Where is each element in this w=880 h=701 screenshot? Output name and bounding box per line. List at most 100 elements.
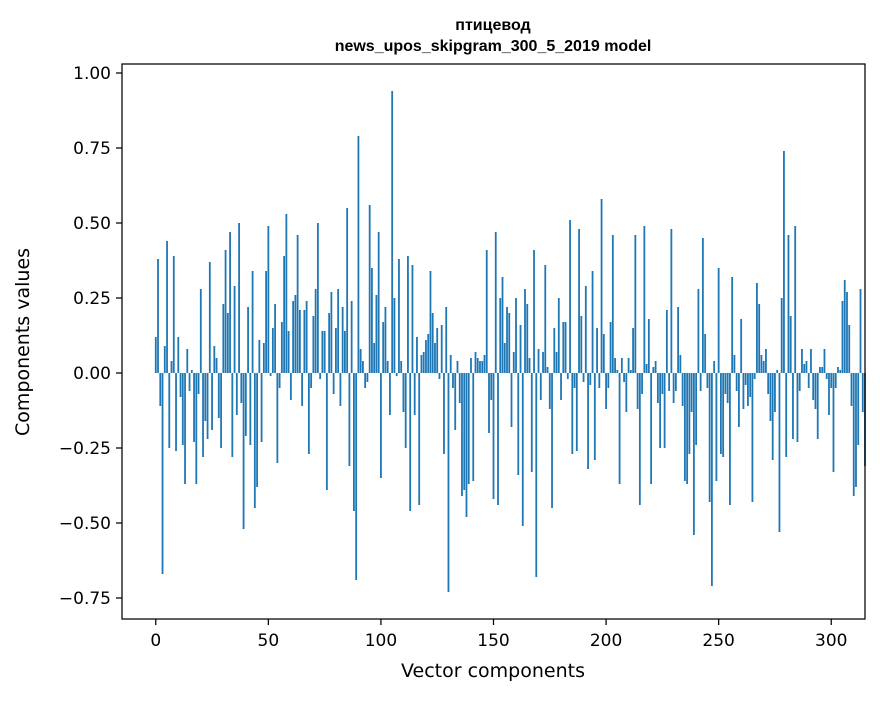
x-tick-label: 300 xyxy=(815,631,847,651)
bar xyxy=(447,373,450,592)
bar xyxy=(652,367,655,373)
bar xyxy=(154,337,157,373)
bar xyxy=(463,373,466,490)
bar xyxy=(170,361,173,373)
bar xyxy=(711,373,713,586)
bar xyxy=(733,355,736,373)
bar xyxy=(499,298,502,373)
bar xyxy=(814,373,817,409)
bar xyxy=(794,226,797,373)
bar xyxy=(355,373,358,580)
bar xyxy=(461,373,463,496)
bar xyxy=(519,325,522,373)
bar xyxy=(783,151,785,373)
bar xyxy=(629,370,632,373)
bar xyxy=(438,373,441,379)
bar xyxy=(580,316,583,373)
bar xyxy=(695,373,698,445)
plot-frame xyxy=(121,63,866,620)
bar xyxy=(643,226,646,373)
bar xyxy=(217,373,220,418)
bar xyxy=(654,361,657,373)
bar xyxy=(846,292,848,373)
y-tick-label: 0.00 xyxy=(73,364,111,384)
bar xyxy=(443,373,445,454)
bar xyxy=(224,250,227,373)
bar xyxy=(301,373,304,406)
bar xyxy=(589,373,592,385)
bar xyxy=(850,373,853,406)
bar xyxy=(256,373,258,487)
bar xyxy=(470,358,472,373)
bar xyxy=(544,265,547,373)
bar xyxy=(440,325,443,373)
bar xyxy=(521,373,524,526)
bar xyxy=(821,367,824,373)
bar xyxy=(339,373,342,406)
bar xyxy=(422,352,425,373)
bar xyxy=(616,370,619,373)
bar xyxy=(163,346,166,373)
bar xyxy=(159,373,162,406)
bar xyxy=(287,331,290,373)
bar xyxy=(535,373,538,577)
bar xyxy=(834,373,837,388)
bar xyxy=(344,331,346,373)
bar xyxy=(321,331,324,373)
bar xyxy=(625,373,628,412)
bar xyxy=(823,349,826,373)
bar xyxy=(204,373,207,421)
bar xyxy=(199,289,202,373)
y-tick-label: 0.25 xyxy=(73,289,111,309)
bar xyxy=(839,370,842,373)
bar xyxy=(265,271,267,373)
bar xyxy=(454,373,457,430)
bar xyxy=(512,352,515,373)
bar xyxy=(697,289,700,373)
bar xyxy=(638,373,641,505)
bar xyxy=(431,313,434,373)
bar xyxy=(276,373,279,463)
bar xyxy=(425,340,427,373)
y-axis-ticks: −0.75 −0.50 −0.25 0.00 0.25 0.50 0.75 1.00 xyxy=(59,64,122,609)
bar xyxy=(271,328,274,373)
bar xyxy=(260,373,263,442)
bar xyxy=(325,373,328,490)
y-tick-label: −0.50 xyxy=(59,514,111,534)
bar xyxy=(328,313,331,373)
bar xyxy=(722,373,725,457)
bar xyxy=(674,373,677,391)
y-tick-label: 0.75 xyxy=(73,139,111,159)
bar xyxy=(771,373,774,460)
bar xyxy=(801,349,803,373)
bar xyxy=(258,340,261,373)
bar xyxy=(269,373,272,376)
bar xyxy=(564,322,567,373)
bar xyxy=(247,307,249,373)
bar xyxy=(400,361,403,373)
bar xyxy=(445,307,448,373)
bar xyxy=(449,355,452,373)
bar xyxy=(670,229,673,373)
x-tick-label: 100 xyxy=(365,631,397,651)
bar xyxy=(490,373,493,400)
bar xyxy=(573,373,576,388)
bar xyxy=(830,373,833,388)
bar xyxy=(778,373,781,532)
bar xyxy=(389,373,391,415)
bar xyxy=(600,199,603,373)
bar xyxy=(681,373,684,406)
bar xyxy=(332,373,335,394)
bar xyxy=(861,373,864,412)
bar xyxy=(177,337,180,373)
bar xyxy=(503,343,506,373)
bar xyxy=(418,373,421,505)
bar xyxy=(758,304,761,373)
bar xyxy=(785,373,788,457)
bar xyxy=(596,328,598,373)
bar xyxy=(679,355,682,373)
bar xyxy=(665,310,668,373)
bar xyxy=(481,361,484,373)
